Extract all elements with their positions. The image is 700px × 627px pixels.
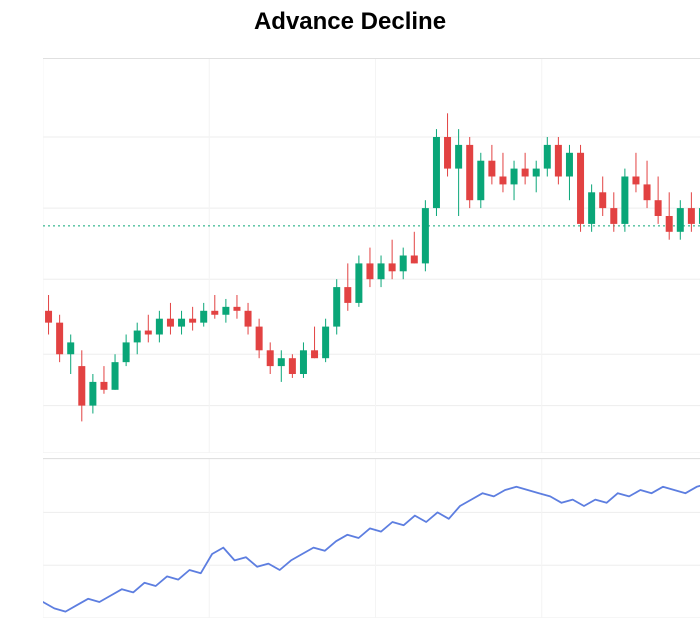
candlestick-chart	[43, 58, 700, 453]
advance-decline-line-chart	[43, 458, 700, 618]
indicator-panel	[43, 458, 700, 618]
candle-panel	[43, 58, 700, 453]
chart-title: Advance Decline	[0, 8, 700, 36]
